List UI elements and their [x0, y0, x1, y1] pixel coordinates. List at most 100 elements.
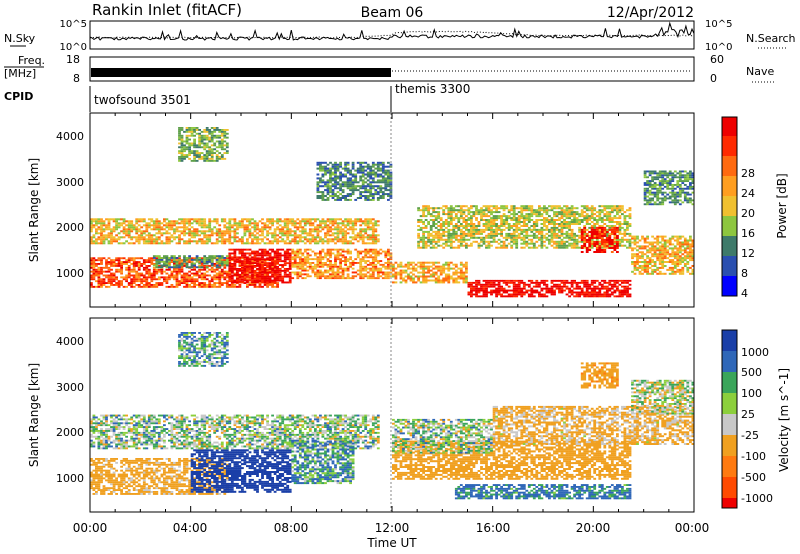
heatmap-cell	[540, 240, 544, 243]
heatmap-cell	[442, 230, 446, 233]
heatmap-cell	[361, 238, 365, 241]
heatmap-cell	[417, 228, 420, 231]
heatmap-cell	[512, 238, 516, 241]
heatmap-cell	[653, 253, 657, 256]
heatmap-cell	[236, 228, 239, 231]
heatmap-cell	[117, 238, 121, 241]
heatmap-cell	[397, 263, 400, 266]
heatmap-cell	[663, 247, 667, 250]
heatmap-cell	[497, 283, 501, 286]
heatmap-cell	[558, 287, 561, 290]
heatmap-cell	[238, 260, 242, 263]
heatmap-cell	[553, 293, 556, 296]
heatmap-cell	[578, 215, 581, 218]
heatmap-cell	[543, 209, 546, 212]
heatmap-cell	[135, 230, 139, 233]
heatmap-cell	[233, 279, 237, 282]
heatmap-cell	[324, 232, 327, 235]
heatmap-cell	[387, 248, 390, 251]
heatmap-cell	[538, 209, 541, 212]
heatmap-cell	[334, 275, 337, 278]
heatmap-cell	[543, 234, 546, 237]
heatmap-cell	[243, 269, 247, 272]
heatmap-cell	[183, 242, 186, 245]
heatmap-cell	[155, 255, 159, 258]
heatmap-cell	[145, 228, 149, 231]
heatmap-cell	[130, 228, 134, 231]
heatmap-cell	[686, 257, 690, 260]
heatmap-cell	[550, 228, 554, 231]
heatmap-cell	[170, 259, 174, 262]
heatmap-cell	[447, 215, 451, 218]
heatmap-cell	[565, 293, 569, 296]
heatmap-cell	[424, 209, 428, 212]
heatmap-cell	[676, 268, 680, 271]
heatmap-cell	[102, 220, 106, 223]
heatmap-cell	[578, 221, 581, 223]
heatmap-cell	[100, 226, 103, 229]
heatmap-cell	[618, 295, 622, 298]
heatmap-cell	[241, 264, 244, 266]
heatmap-cell	[381, 271, 385, 274]
heatmap-cell	[160, 276, 164, 279]
heatmap-cell	[427, 238, 430, 241]
heatmap-cell	[434, 281, 438, 284]
heatmap-cell	[384, 273, 388, 276]
heatmap-cell	[454, 209, 458, 212]
heatmap-cell	[288, 266, 292, 268]
heatmap-cell	[527, 234, 531, 237]
heatmap-cell	[266, 230, 269, 233]
heatmap-cell	[157, 265, 161, 267]
heatmap-cell	[485, 240, 488, 243]
heatmap-cell	[608, 217, 612, 220]
heatmap-cell	[268, 242, 272, 245]
heatmap-cell	[261, 263, 264, 265]
heatmap-cell	[452, 228, 456, 231]
heatmap-cell	[540, 293, 544, 296]
heatmap-cell	[198, 218, 201, 221]
heatmap-cell	[666, 239, 670, 242]
heatmap-cell	[326, 234, 330, 237]
heatmap-cell	[165, 278, 169, 281]
heatmap-cell	[515, 244, 519, 247]
freq-unit-label: [MHz]	[4, 67, 36, 80]
heatmap-cell	[170, 261, 174, 263]
heatmap-cell	[110, 242, 113, 245]
heatmap-cell	[550, 281, 554, 284]
heatmap-cell	[291, 224, 295, 227]
heatmap-cell	[613, 285, 617, 288]
heatmap-cell	[457, 205, 461, 208]
heatmap-cell	[233, 281, 237, 284]
heatmap-cell	[444, 273, 448, 276]
heatmap-cell	[467, 238, 471, 241]
heatmap-cell	[545, 219, 549, 221]
heatmap-cell	[673, 239, 677, 242]
heatmap-cell	[605, 285, 609, 288]
heatmap-cell	[102, 224, 106, 227]
heatmap-cell	[160, 242, 164, 245]
heatmap-cell	[605, 213, 609, 216]
heatmap-cell	[110, 263, 113, 265]
heatmap-cell	[548, 223, 551, 225]
heatmap-cell	[387, 258, 390, 261]
heatmap-cell	[482, 240, 486, 243]
heatmap-cell	[432, 271, 436, 274]
heatmap-cell	[92, 274, 96, 277]
heatmap-cell	[590, 283, 594, 286]
heatmap-cell	[316, 218, 320, 221]
heatmap-cell	[392, 265, 395, 268]
heatmap-cell	[291, 263, 295, 266]
heatmap-cell	[142, 259, 146, 262]
heatmap-cell	[344, 262, 347, 264]
heatmap-cell	[578, 246, 581, 249]
heatmap-cell	[583, 245, 587, 247]
heatmap-cell	[135, 263, 139, 265]
heatmap-cell	[530, 295, 534, 298]
heatmap-cell	[472, 211, 476, 214]
heatmap-cell	[263, 274, 267, 277]
heatmap-cell	[492, 217, 496, 220]
heatmap-cell	[311, 222, 315, 225]
heatmap-cell	[178, 230, 181, 233]
heatmap-cell	[256, 281, 259, 284]
heatmap-cell	[538, 293, 541, 296]
